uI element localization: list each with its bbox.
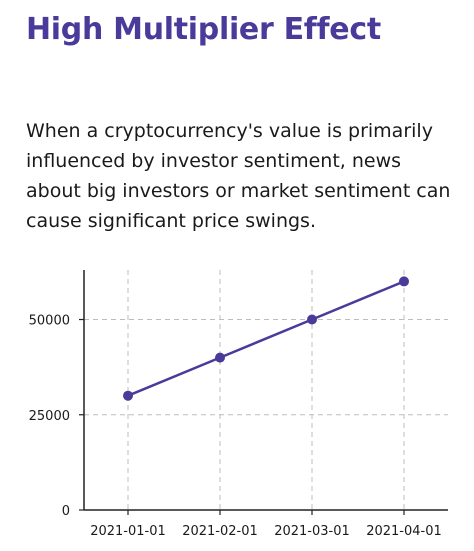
grid-lines xyxy=(84,270,448,510)
y-tick-label: 25000 xyxy=(29,409,70,424)
x-tick-label: 2021-01-01 xyxy=(90,524,166,539)
series-layer xyxy=(123,276,409,401)
data-point xyxy=(307,314,317,325)
axes xyxy=(79,270,448,515)
data-point xyxy=(399,276,409,287)
x-tick-label: 2021-04-01 xyxy=(366,524,442,539)
series-line xyxy=(127,280,405,397)
x-tick-label: 2021-03-01 xyxy=(274,524,350,539)
line-chart: 0 25000 50000 2021-01-01 2021-02-01 2021-03-0… xyxy=(29,270,448,539)
y-tick-label: 0 xyxy=(62,504,70,519)
page-title: High Multiplier Effect xyxy=(26,12,381,47)
data-point xyxy=(123,390,133,401)
tick-labels: 0 25000 50000 2021-01-01 2021-02-01 2021-03-0… xyxy=(29,314,442,539)
data-point xyxy=(215,352,225,363)
description-text: When a cryptocurrency's value is primari… xyxy=(26,120,451,232)
y-tick-label: 50000 xyxy=(29,314,70,329)
x-tick-label: 2021-02-01 xyxy=(182,524,258,539)
